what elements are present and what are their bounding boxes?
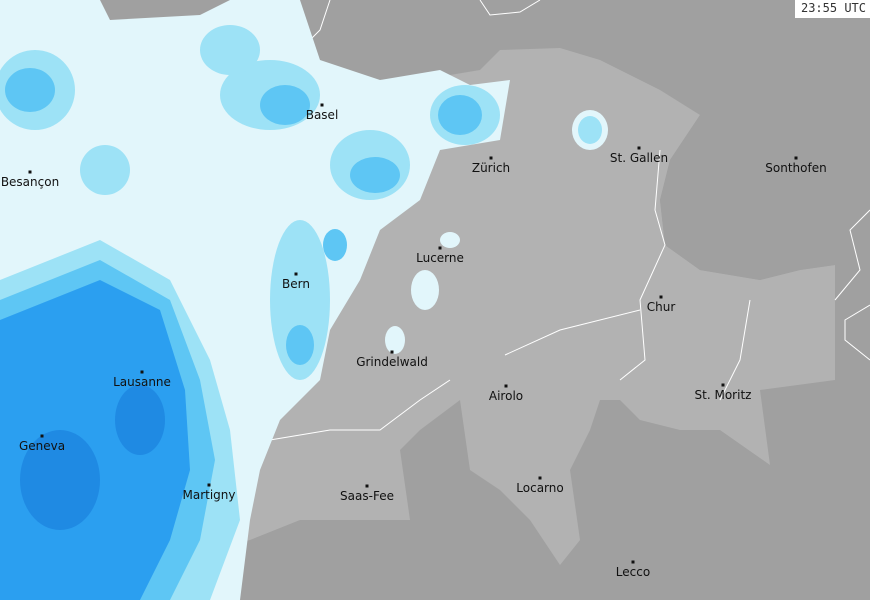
city-label: Basel <box>305 108 339 122</box>
city-marker-icon <box>631 560 635 564</box>
city-label: Airolo <box>488 389 524 403</box>
city-marker-icon <box>140 370 144 374</box>
city-marker-icon <box>40 434 44 438</box>
city-label: Martigny <box>182 488 236 502</box>
city-label: Geneva <box>18 439 66 453</box>
city-marker-icon <box>320 103 324 107</box>
city-marker-icon <box>489 156 493 160</box>
city-marker-icon <box>28 170 32 174</box>
city-marker-icon <box>390 350 394 354</box>
city-label: Grindelwald <box>356 355 428 369</box>
city-label: Besançon <box>0 175 60 189</box>
city-label: Chur <box>646 300 676 314</box>
city-label: Sonthofen <box>765 161 827 175</box>
city-label: Lausanne <box>113 375 171 389</box>
city-marker-icon <box>659 295 663 299</box>
city-label: Lecco <box>615 565 651 579</box>
rain-very-heavy <box>20 385 165 530</box>
city-label: St. Gallen <box>609 151 669 165</box>
city-label: Locarno <box>516 481 564 495</box>
city-marker-icon <box>504 384 508 388</box>
city-label: Bern <box>282 277 310 291</box>
city-marker-icon <box>294 272 298 276</box>
city-label: Saas-Fee <box>340 489 394 503</box>
city-marker-icon <box>207 483 211 487</box>
city-label: Lucerne <box>416 251 464 265</box>
city-marker-icon <box>365 484 369 488</box>
city-marker-icon <box>637 146 641 150</box>
timestamp: 23:55 UTC <box>794 0 870 18</box>
city-label: Zürich <box>471 161 511 175</box>
austria-region <box>660 100 870 280</box>
city-label: St. Moritz <box>694 388 752 402</box>
city-marker-icon <box>438 246 442 250</box>
city-marker-icon <box>538 476 542 480</box>
city-marker-icon <box>794 156 798 160</box>
city-marker-icon <box>721 383 725 387</box>
